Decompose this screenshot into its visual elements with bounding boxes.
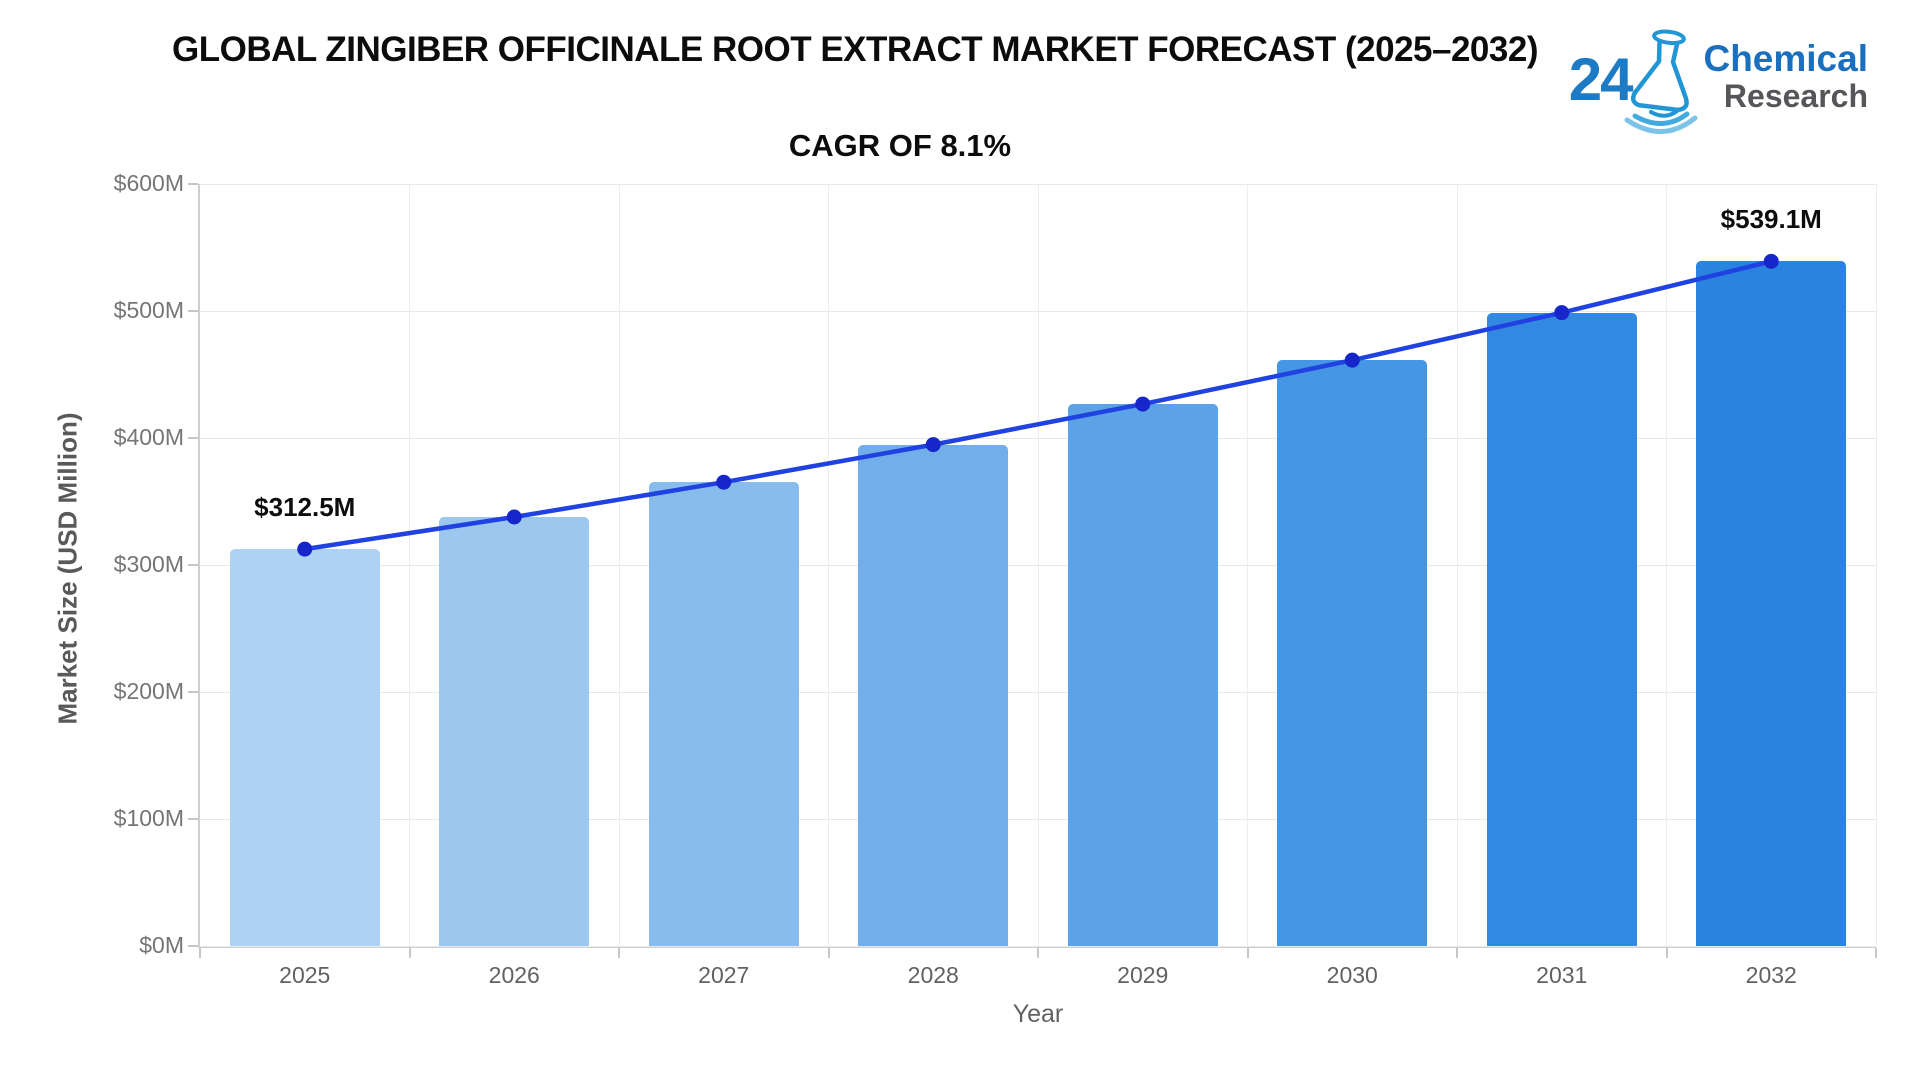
v-gridline [1247,184,1248,946]
data-label-2032: $539.1M [1720,204,1822,235]
x-tick-label-2025: 2025 [279,962,331,988]
x-tick-label-2028: 2028 [907,962,959,988]
x-tick-label-2026: 2026 [488,962,540,988]
logo-number: 24 [1568,46,1634,113]
bar-2026 [439,517,590,946]
v-gridline [1456,184,1458,946]
y-tick-mark [188,818,198,820]
y-tick-mark [188,183,198,185]
data-point-2025 [297,541,313,557]
y-tick-label: $500M [113,297,184,323]
data-label-2025: $312.5M [254,492,356,523]
x-tick-label-2030: 2030 [1326,962,1378,988]
y-tick-mark [188,437,198,439]
y-tick-label: $0M [139,932,184,958]
logo-wordmark: Chemical Research [1703,38,1868,114]
bar-2029 [1067,404,1218,946]
x-tick-mark [827,948,830,958]
v-gridline [1037,184,1039,946]
chart-subtitle: CAGR OF 8.1% [788,128,1012,163]
x-tick-label-2032: 2032 [1745,962,1797,988]
y-tick-mark [188,310,198,312]
y-tick-label: $600M [113,170,184,196]
v-gridline [1875,184,1877,946]
x-tick-mark [1875,948,1877,958]
x-tick-mark [199,948,201,958]
trend-line [302,259,1774,552]
bar-2025 [229,549,380,946]
data-point-2027 [716,474,732,490]
v-gridline [409,184,410,946]
y-tick-label: $400M [113,424,184,450]
x-tick-mark [1037,948,1039,958]
y-tick-label: $100M [113,805,184,831]
x-tick-mark [408,948,411,958]
x-tick-label-2029: 2029 [1117,962,1169,988]
data-point-2031 [1554,305,1570,321]
x-tick-mark [1246,948,1249,958]
bar-2028 [858,444,1009,946]
y-tick-label: $200M [113,678,184,704]
v-gridline [828,184,829,946]
logo-word-research: Research [1723,77,1868,114]
x-axis-title: Year [1012,1000,1064,1028]
y-tick-mark [188,945,198,947]
bar-2027 [648,482,799,946]
x-axis-line [198,946,1876,948]
plot-area: $312.5M $539.1M [188,183,1877,958]
x-tick-label-2031: 2031 [1536,962,1588,988]
y-tick-mark [188,564,198,566]
x-tick-mark [1665,948,1668,958]
bar-2032 [1696,261,1847,946]
data-point-2028 [925,437,941,453]
flask-icon [1621,28,1707,141]
logo-word-chemical: Chemical [1703,38,1868,79]
y-tick-label: $300M [113,551,184,577]
data-point-2026 [506,509,522,525]
bar-2030 [1277,360,1428,946]
y-tick-mark [188,691,198,693]
data-point-2029 [1135,396,1151,412]
brand-logo: 24 Chemical Research [1569,28,1868,141]
page-title: GLOBAL ZINGIBER OFFICINALE ROOT EXTRACT … [172,30,1539,69]
x-tick-mark [618,948,620,958]
h-gridline [200,945,1876,947]
trend-line-layer [297,253,1779,557]
x-tick-label-2027: 2027 [698,962,750,988]
x-tick-mark [1456,948,1458,958]
v-gridline [1666,184,1667,946]
v-gridline [618,184,620,946]
data-point-2032 [1763,253,1779,269]
data-point-2030 [1344,352,1360,368]
bar-2031 [1486,312,1637,946]
y-axis-line [198,184,200,948]
